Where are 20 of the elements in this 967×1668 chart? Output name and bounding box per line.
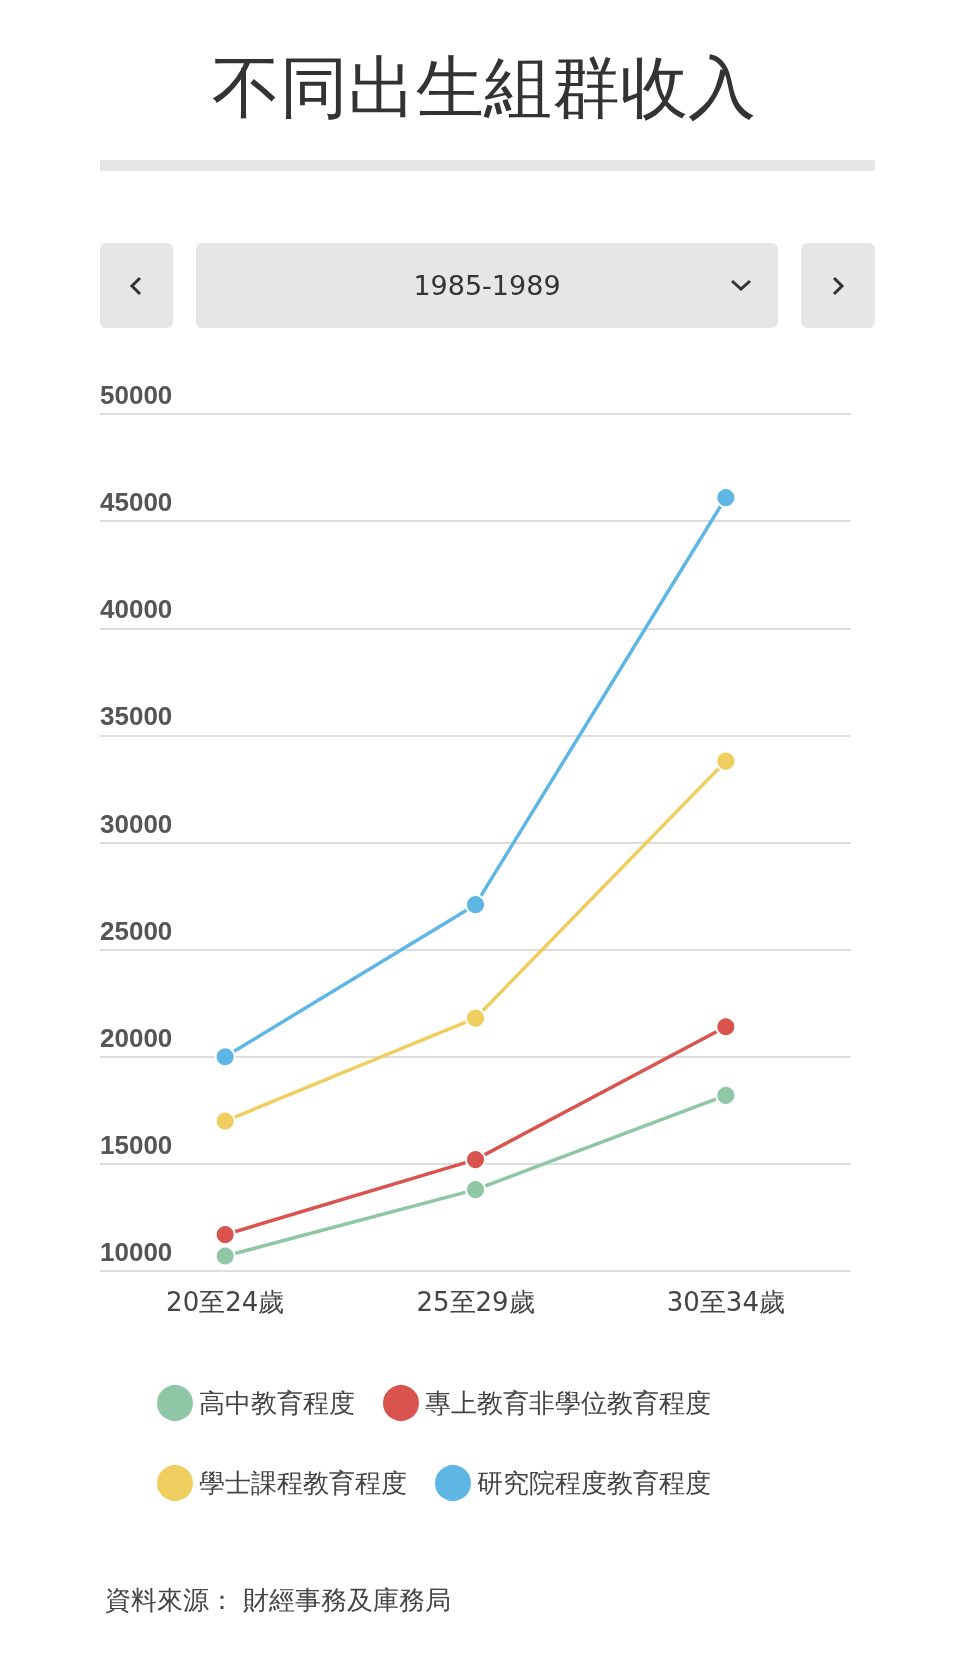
y-tick-label: 40000 bbox=[100, 594, 173, 625]
y-tick-label: 30000 bbox=[100, 808, 173, 839]
legend-label: 高中教育程度 bbox=[199, 1388, 355, 1418]
y-tick-label: 25000 bbox=[100, 915, 173, 946]
legend-label: 專上教育非學位教育程度 bbox=[425, 1388, 711, 1418]
x-tick-label: 20至24歲 bbox=[166, 1287, 285, 1317]
chart-title: 不同出生組群收入 bbox=[211, 47, 756, 127]
legend-label: 研究院程度教育程度 bbox=[477, 1468, 711, 1498]
source-note: 資料來源： 財經事務及庫務局 bbox=[105, 1585, 452, 1615]
legend-label: 學士課程教育程度 bbox=[199, 1468, 407, 1498]
period-dropdown: 1985-1989 bbox=[196, 243, 778, 328]
y-tick-label: 50000 bbox=[100, 380, 173, 410]
x-tick-label: 25至29歲 bbox=[416, 1287, 535, 1317]
y-tick-label: 20000 bbox=[100, 1022, 173, 1053]
chart-subtitle: 1985-1989 bbox=[413, 270, 561, 301]
y-tick-label: 10000 bbox=[100, 1237, 173, 1267]
y-tick-label: 15000 bbox=[100, 1129, 173, 1160]
x-tick-label: 30至34歲 bbox=[666, 1287, 785, 1317]
y-tick-label: 45000 bbox=[100, 487, 173, 518]
y-tick-label: 35000 bbox=[100, 701, 173, 732]
